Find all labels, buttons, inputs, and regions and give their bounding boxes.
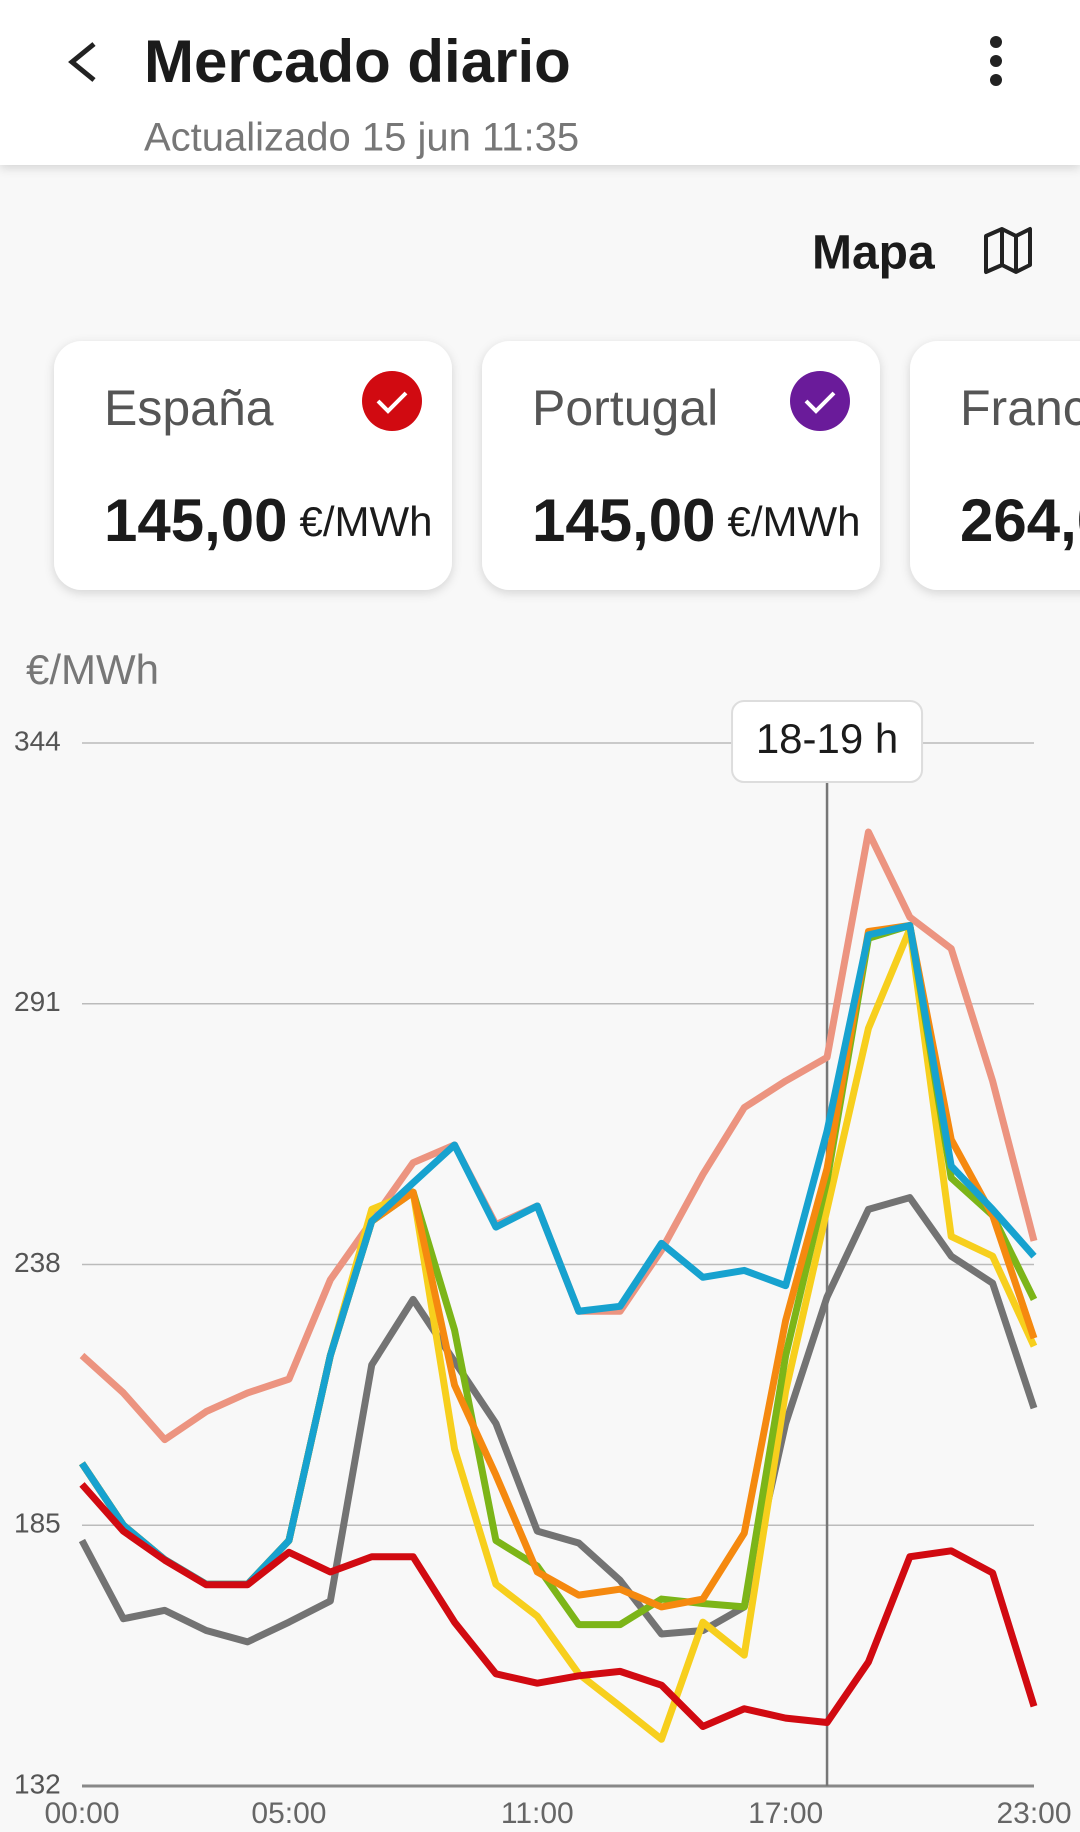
price-unit: €/MWh [728,498,861,545]
card-price: 264,00€/MWh [960,487,1080,554]
card-price: 145,00 €/MWh [532,487,861,554]
card-price: 145,00 €/MWh [104,487,433,554]
price-value: 145,00 [532,487,716,554]
series-line [79,925,1038,1743]
x-tick-label: 05:00 [251,1797,326,1830]
x-tick-label: 23:00 [996,1797,1071,1830]
check-icon [790,371,850,431]
check-icon [362,371,422,431]
series-line [79,922,1037,1588]
back-button[interactable] [68,42,96,82]
title: Mercado diario [144,28,571,95]
card-name: Francia [960,380,1080,436]
tooltip-label: 18-19 h [756,715,898,762]
card[interactable] [910,341,1080,590]
y-tick-label: 291 [14,986,61,1017]
card[interactable] [54,341,452,590]
series-line [79,1482,1038,1730]
x-tick-label: 17:00 [748,1797,823,1830]
series-line [79,922,1038,1629]
series-line [79,828,1038,1444]
card[interactable] [482,341,880,590]
card-name: Portugal [532,380,718,436]
y-tick-label: 238 [14,1247,61,1278]
tooltip [731,700,924,783]
price-value: 145,00 [104,487,288,554]
map-button[interactable]: Mapa [812,227,935,280]
subtitle: Actualizado 15 jun 11:35 [144,116,579,160]
price-unit: €/MWh [300,498,433,545]
x-tick-label: 11:00 [501,1797,574,1830]
check-mark [376,391,408,414]
menu-button[interactable] [990,36,1002,86]
y-tick-label: 132 [14,1768,61,1799]
y-tick-label: 344 [14,725,61,756]
series-line [78,1194,1038,1646]
check-mark [804,391,836,414]
card-name: España [104,380,274,436]
y-tick-label: 185 [14,1508,61,1539]
y-axis-label: €/MWh [26,646,159,693]
x-tick-label: 00:00 [44,1797,119,1830]
app-bar [0,0,1080,165]
price-value: 264,00 [960,487,1080,554]
map-icon[interactable] [984,227,1032,274]
